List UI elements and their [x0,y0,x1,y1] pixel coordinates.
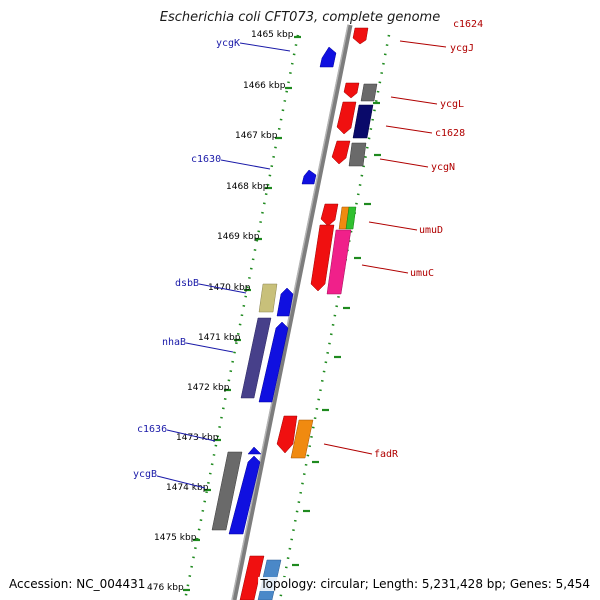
kbp-label: 1470 kbp [208,283,251,293]
gene-label[interactable]: nhaB [162,337,186,348]
gene-label[interactable]: fadR [374,449,399,460]
kbp-label: 1475 kbp [154,533,197,543]
gene-fadR[interactable] [290,419,314,459]
plus-strand-genes [239,27,378,600]
plus-tick-track [278,34,391,600]
gene-nhaB-adjacent[interactable] [240,317,272,399]
kbp-label: 1468 kbp [226,182,269,192]
topology-text: Topology: circular; Length: 5,231,428 bp… [258,577,592,591]
plus-gene-labels: c1624 ycgJ ycgL c1628 ycgN umuD umuC fad… [374,19,483,460]
gene-fadR-prev[interactable] [276,415,298,454]
gene-umuC-prev[interactable] [310,224,335,292]
gene-umuC[interactable] [326,229,352,295]
gene-ycgN-prev[interactable] [331,140,351,165]
gene-label[interactable]: umuD [419,225,443,236]
gene-ycgL-prev[interactable] [343,82,360,99]
gene-ycgK[interactable] [319,46,337,68]
kbp-label: 476 kbp [147,583,184,593]
gene-ycgN[interactable] [348,142,367,167]
minus-gene-labels: ycgK c1630 dsbB nhaB c1636 ycgB [133,38,240,480]
gene-dsbB[interactable] [258,283,278,313]
gene-label[interactable]: ycgN [431,162,455,173]
gene-c1624[interactable] [352,27,369,45]
kbp-label: 1469 kbp [217,232,260,242]
gene-bottom-red[interactable] [239,555,265,600]
minus-tick-track [183,34,300,600]
gene-label[interactable]: c1628 [435,128,465,139]
gene-umuD-prev[interactable] [320,203,339,227]
gene-umuD[interactable] [345,206,357,230]
gene-label[interactable]: dsbB [175,278,199,289]
accession-text: Accession: NC_004431 [7,577,148,591]
kbp-label: 1467 kbp [235,131,278,141]
gene-c1636-body[interactable] [211,451,243,531]
gene-nhaB[interactable] [258,321,289,403]
kbp-label: 1472 kbp [187,383,230,393]
gene-c1628[interactable] [352,104,374,139]
genome-title: Escherichia coli CFT073, complete genome [159,10,441,25]
gene-label[interactable]: c1630 [191,154,221,165]
kbp-ticks [183,35,381,592]
gene-label[interactable]: ycgK [216,38,240,49]
gene-label[interactable]: ycgL [440,99,464,110]
gene-ycgH-strand[interactable] [276,287,294,317]
kbp-label: 1474 kbp [166,483,209,493]
minus-label-leaders [156,42,291,489]
genome-backbone [231,24,353,600]
kbp-labels: 1465 kbp 1466 kbp 1467 kbp 1468 kbp 1469… [147,30,294,593]
gene-ycgB[interactable] [228,455,261,535]
gene-label[interactable]: ycgJ [450,43,474,54]
plus-label-leaders [323,40,447,455]
gene-label[interactable]: c1636 [137,424,167,435]
gene-ycgL[interactable] [360,83,378,102]
kbp-label: 1465 kbp [251,30,294,40]
gene-c1628-prev[interactable] [336,101,357,135]
kbp-label: 1471 kbp [198,333,241,343]
gene-label[interactable]: ycgB [133,469,157,480]
gene-c1636[interactable] [247,446,262,455]
gene-label[interactable]: c1624 [453,19,483,30]
minus-strand-genes [211,46,337,535]
gene-label[interactable]: umuC [410,268,434,279]
kbp-label: 1466 kbp [243,81,286,91]
gene-c1630[interactable] [301,169,317,185]
kbp-label: 1473 kbp [176,433,219,443]
